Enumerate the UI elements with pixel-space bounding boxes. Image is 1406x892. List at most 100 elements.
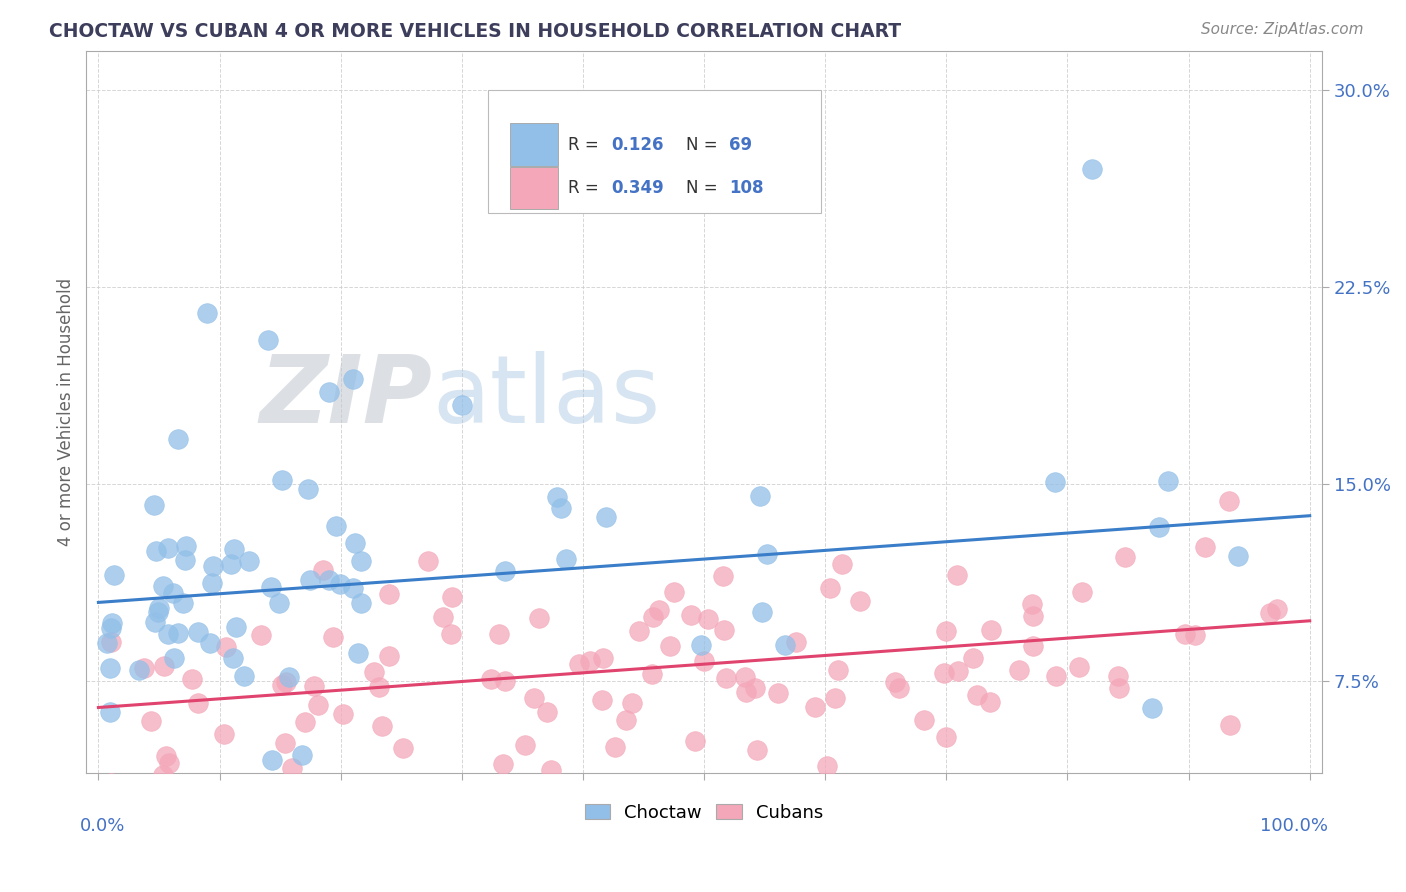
- Point: [756, 547, 779, 561]
- Point: [773, 638, 796, 652]
- Point: [349, 596, 371, 610]
- Point: [849, 594, 872, 608]
- Point: [297, 483, 319, 497]
- Point: [299, 574, 322, 588]
- Point: [1174, 627, 1197, 641]
- Point: [1194, 540, 1216, 554]
- Point: [162, 586, 184, 600]
- Point: [100, 635, 122, 649]
- Text: ZIP: ZIP: [259, 351, 432, 443]
- Point: [662, 584, 685, 599]
- Point: [378, 649, 401, 664]
- Point: [578, 654, 600, 668]
- Point: [713, 624, 735, 638]
- Point: [238, 554, 260, 568]
- FancyBboxPatch shape: [488, 90, 821, 213]
- Point: [966, 688, 988, 702]
- Point: [605, 740, 627, 755]
- Text: 69: 69: [728, 136, 752, 153]
- Point: [325, 519, 347, 533]
- Point: [201, 576, 224, 591]
- Point: [554, 552, 576, 566]
- Point: [343, 536, 366, 550]
- Point: [628, 624, 651, 638]
- Point: [322, 630, 344, 644]
- Point: [1142, 700, 1164, 714]
- Point: [281, 761, 304, 775]
- Point: [946, 664, 969, 678]
- Point: [766, 686, 789, 700]
- Text: Source: ZipAtlas.com: Source: ZipAtlas.com: [1201, 22, 1364, 37]
- Point: [883, 674, 905, 689]
- Point: [616, 714, 638, 728]
- Point: [98, 661, 121, 675]
- Point: [342, 372, 364, 386]
- Point: [187, 696, 209, 710]
- Point: [224, 541, 246, 556]
- Point: [827, 663, 849, 677]
- Text: 0.0%: 0.0%: [80, 816, 125, 835]
- Point: [912, 713, 935, 727]
- Point: [681, 607, 703, 622]
- Text: N =: N =: [686, 179, 723, 197]
- Point: [540, 764, 562, 778]
- FancyBboxPatch shape: [510, 123, 558, 166]
- Point: [641, 667, 664, 681]
- Point: [979, 695, 1001, 709]
- Point: [392, 740, 415, 755]
- Point: [591, 693, 613, 707]
- Point: [157, 756, 180, 770]
- Point: [225, 620, 247, 634]
- Point: [312, 563, 335, 577]
- Point: [887, 681, 910, 696]
- Point: [696, 612, 718, 626]
- Point: [693, 654, 716, 668]
- Point: [785, 635, 807, 649]
- Point: [278, 670, 301, 684]
- Point: [307, 698, 329, 712]
- Point: [238, 821, 260, 835]
- Point: [219, 558, 242, 572]
- Point: [350, 554, 373, 568]
- Point: [935, 624, 957, 639]
- Point: [294, 715, 316, 730]
- Point: [934, 665, 956, 680]
- Point: [270, 473, 292, 487]
- Point: [803, 700, 825, 714]
- Point: [214, 640, 236, 654]
- Point: [513, 738, 536, 752]
- Point: [815, 759, 838, 773]
- Point: [329, 576, 352, 591]
- Point: [1219, 717, 1241, 731]
- Point: [198, 636, 221, 650]
- Point: [174, 539, 197, 553]
- Point: [488, 627, 510, 641]
- Point: [152, 579, 174, 593]
- Point: [683, 734, 706, 748]
- Point: [751, 605, 773, 619]
- Point: [103, 568, 125, 582]
- Point: [1022, 639, 1045, 653]
- Point: [377, 587, 399, 601]
- Point: [689, 638, 711, 652]
- Point: [1157, 474, 1180, 488]
- Point: [744, 681, 766, 695]
- Point: [174, 553, 197, 567]
- Point: [658, 640, 681, 654]
- Text: 108: 108: [728, 179, 763, 197]
- Point: [101, 615, 124, 630]
- Point: [1080, 161, 1102, 176]
- Point: [143, 615, 166, 629]
- Point: [232, 669, 254, 683]
- Point: [291, 747, 314, 762]
- Point: [100, 775, 122, 789]
- Point: [1022, 609, 1045, 624]
- Point: [128, 663, 150, 677]
- Point: [157, 627, 180, 641]
- Point: [260, 753, 283, 767]
- Point: [494, 674, 516, 689]
- Point: [157, 541, 180, 556]
- Point: [132, 661, 155, 675]
- Point: [550, 500, 572, 515]
- Point: [1008, 663, 1031, 677]
